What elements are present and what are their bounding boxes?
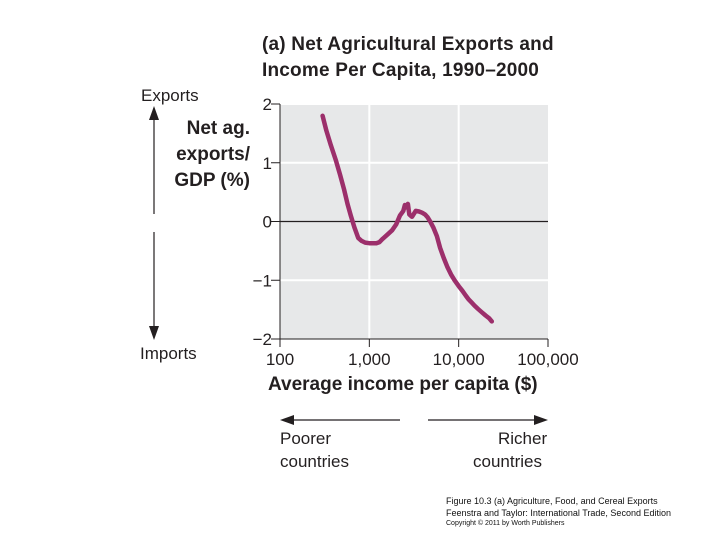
y-axis-label-line-3: GDP (%) xyxy=(174,170,250,191)
y-tick-label: −2 xyxy=(253,330,272,349)
x-axis-label: Average income per capita ($) xyxy=(268,374,538,395)
y-axis-label-line-1: Net ag. xyxy=(186,118,250,139)
x-tick-label: 1,000 xyxy=(348,350,391,369)
imports-arrowhead xyxy=(149,326,159,340)
chart-title-line-1: (a) Net Agricultural Exports and xyxy=(262,34,554,55)
x-tick-label: 10,000 xyxy=(433,350,485,369)
caption-line-3: Copyright © 2011 by Worth Publishers xyxy=(446,520,565,527)
x-tick-label: 100,000 xyxy=(517,350,578,369)
poorer-arrowhead xyxy=(280,415,294,425)
exports-label: Exports xyxy=(141,86,199,105)
exports-arrowhead xyxy=(149,106,159,120)
y-tick-label: 2 xyxy=(263,95,272,114)
y-tick-label: 0 xyxy=(263,213,272,232)
x-tick-label: 100 xyxy=(266,350,294,369)
y-axis-label-line-2: exports/ xyxy=(176,144,250,165)
caption-line-1: Figure 10.3 (a) Agriculture, Food, and C… xyxy=(446,496,658,506)
richer-arrowhead xyxy=(534,415,548,425)
richer-label-line-1: Richer xyxy=(498,429,548,448)
poorer-label-line-1: Poorer xyxy=(280,429,332,448)
y-tick-label: 1 xyxy=(263,154,272,173)
poorer-label-line-2: countries xyxy=(280,452,349,471)
y-tick-label: −1 xyxy=(253,271,272,290)
chart-title-line-2: Income Per Capita, 1990–2000 xyxy=(262,60,540,81)
richer-label-line-2: countries xyxy=(473,452,542,471)
imports-label: Imports xyxy=(140,344,197,363)
caption-line-2: Feenstra and Taylor: International Trade… xyxy=(446,508,671,518)
data-series-line xyxy=(320,113,495,324)
